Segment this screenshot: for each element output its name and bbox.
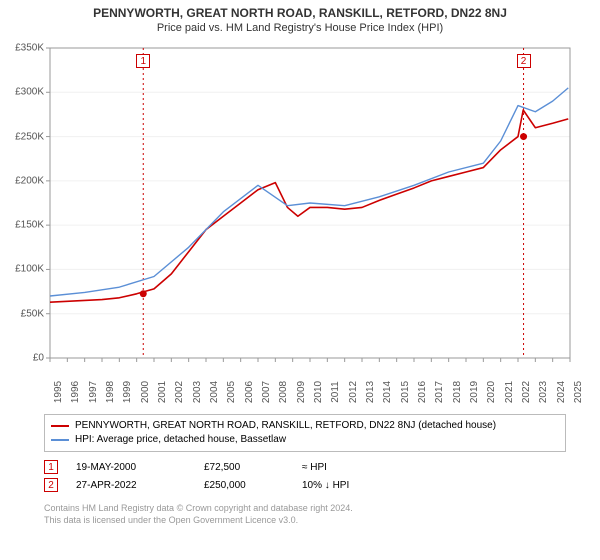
event-delta: 10% ↓ HPI [302,480,412,491]
chart-subtitle: Price paid vs. HM Land Registry's House … [0,20,600,38]
x-tick-label: 1999 [122,381,133,403]
x-tick-label: 2003 [192,381,203,403]
y-tick-label: £0 [33,353,44,364]
y-tick-label: £200K [15,175,44,186]
x-tick-label: 1998 [105,381,116,403]
x-tick-label: 2010 [313,381,324,403]
x-tick-label: 2014 [382,381,393,403]
legend-row: HPI: Average price, detached house, Bass… [51,433,559,447]
footer-line: This data is licensed under the Open Gov… [44,514,566,526]
x-tick-label: 2011 [330,381,341,403]
x-tick-label: 2023 [538,381,549,403]
event-date: 19-MAY-2000 [76,462,186,473]
event-price: £72,500 [204,462,284,473]
x-tick-label: 2018 [452,381,463,403]
x-tick-label: 1995 [53,381,64,403]
legend-label: PENNYWORTH, GREAT NORTH ROAD, RANSKILL, … [75,419,496,433]
x-tick-label: 2013 [365,381,376,403]
chart-svg [0,38,600,408]
x-tick-label: 2008 [278,381,289,403]
event-row: 2 27-APR-2022 £250,000 10% ↓ HPI [44,476,566,494]
x-tick-label: 2009 [296,381,307,403]
x-tick-label: 2025 [573,381,584,403]
y-tick-label: £350K [15,43,44,54]
chart-marker-1: 1 [136,54,150,68]
x-tick-label: 2000 [140,381,151,403]
legend-swatch [51,425,69,427]
events-table: 1 19-MAY-2000 £72,500 ≈ HPI 2 27-APR-202… [44,458,566,494]
y-tick-label: £50K [21,308,44,319]
x-tick-label: 2022 [521,381,532,403]
x-tick-label: 1996 [70,381,81,403]
chart-title: PENNYWORTH, GREAT NORTH ROAD, RANSKILL, … [0,0,600,20]
y-tick-label: £250K [15,131,44,142]
legend-label: HPI: Average price, detached house, Bass… [75,433,286,447]
y-tick-label: £100K [15,264,44,275]
legend-swatch [51,439,69,441]
footer-line: Contains HM Land Registry data © Crown c… [44,502,566,514]
x-tick-label: 2002 [174,381,185,403]
event-price: £250,000 [204,480,284,491]
x-tick-label: 2012 [348,381,359,403]
x-tick-label: 2005 [226,381,237,403]
x-tick-label: 2017 [434,381,445,403]
event-marker-2: 2 [44,478,58,492]
x-tick-label: 2015 [400,381,411,403]
event-marker-1: 1 [44,460,58,474]
chart-marker-2: 2 [517,54,531,68]
x-tick-label: 2020 [486,381,497,403]
x-tick-label: 2021 [504,381,515,403]
x-tick-label: 2006 [244,381,255,403]
legend: PENNYWORTH, GREAT NORTH ROAD, RANSKILL, … [44,414,566,452]
chart-container: PENNYWORTH, GREAT NORTH ROAD, RANSKILL, … [0,0,600,560]
event-delta: ≈ HPI [302,462,412,473]
chart-plot-area: £0 £50K £100K £150K £200K £250K £300K £350K 199… [0,38,600,408]
x-tick-label: 2016 [417,381,428,403]
event-row: 1 19-MAY-2000 £72,500 ≈ HPI [44,458,566,476]
x-tick-label: 2024 [556,381,567,403]
legend-row: PENNYWORTH, GREAT NORTH ROAD, RANSKILL, … [51,419,559,433]
x-tick-label: 2001 [157,381,168,403]
x-tick-label: 2019 [469,381,480,403]
x-tick-label: 2004 [209,381,220,403]
x-tick-label: 1997 [88,381,99,403]
y-tick-label: £150K [15,220,44,231]
y-tick-label: £300K [15,87,44,98]
footer: Contains HM Land Registry data © Crown c… [44,502,566,526]
event-date: 27-APR-2022 [76,480,186,491]
x-tick-label: 2007 [261,381,272,403]
